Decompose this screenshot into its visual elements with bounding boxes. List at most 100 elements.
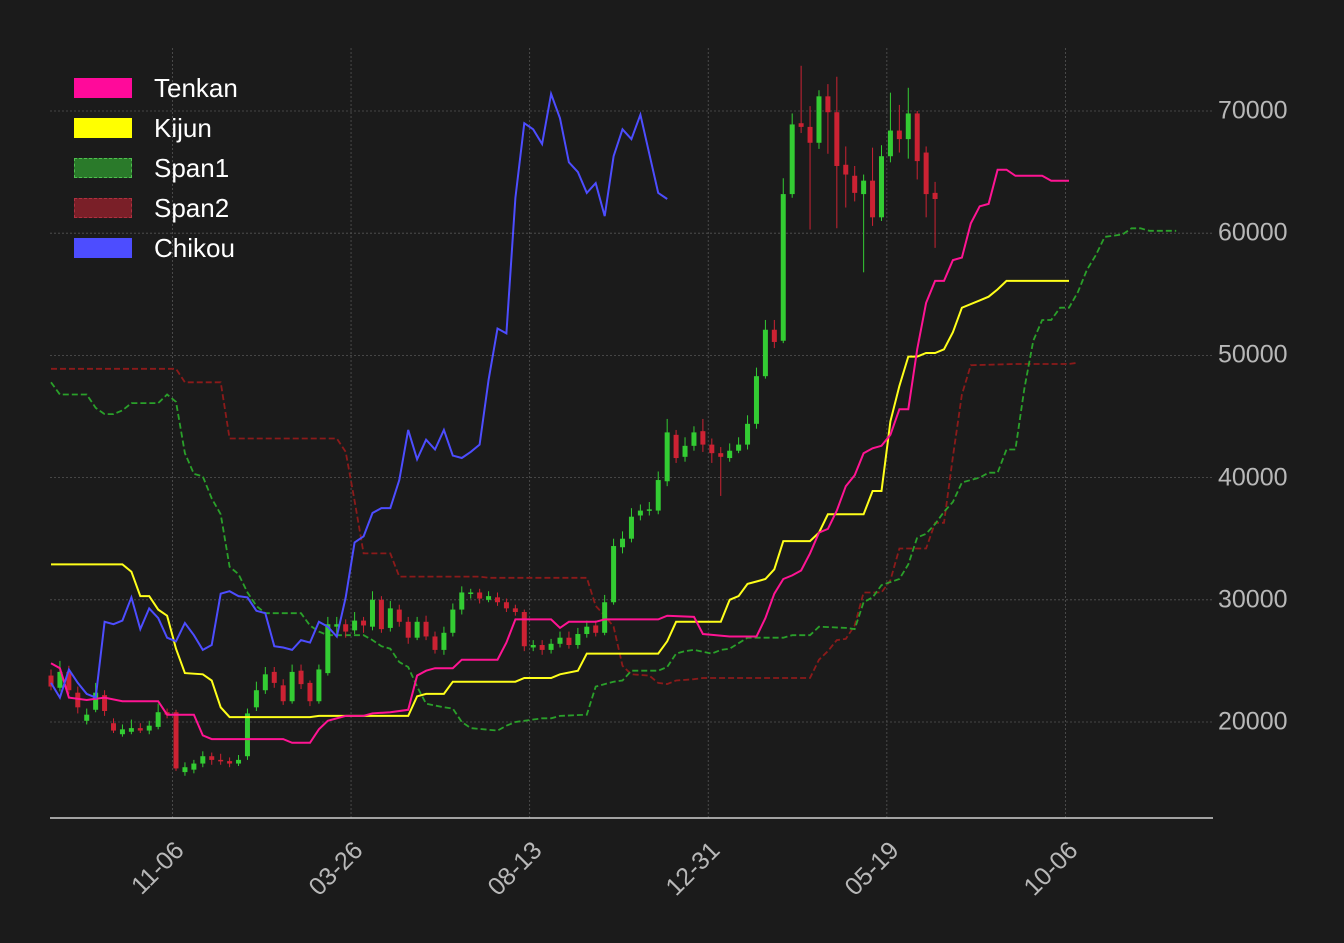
candle xyxy=(798,65,804,133)
candle-body xyxy=(93,692,99,710)
candle-body xyxy=(584,626,590,635)
candle-body xyxy=(628,516,634,539)
legend-label-span1: Span1 xyxy=(154,152,230,183)
candle xyxy=(566,631,572,649)
candle-body xyxy=(253,690,259,708)
legend-swatch-span1 xyxy=(74,158,132,178)
candle xyxy=(182,762,188,776)
legend-item-span1: Span1 xyxy=(74,148,238,188)
candle-body xyxy=(870,180,876,218)
candle xyxy=(745,415,751,450)
candle xyxy=(378,596,384,633)
candle xyxy=(477,588,483,604)
candle-body xyxy=(843,164,849,175)
candle-body xyxy=(361,620,367,626)
candle xyxy=(495,592,500,606)
candle-body xyxy=(646,509,652,511)
candle-body xyxy=(343,624,349,632)
candle xyxy=(173,709,179,771)
candle-body xyxy=(119,729,125,735)
candle-body xyxy=(244,713,250,757)
candle-body xyxy=(227,761,233,764)
legend-label-kijun: Kijun xyxy=(154,112,212,143)
candle xyxy=(253,681,259,712)
candle-body xyxy=(316,669,322,702)
candle-body xyxy=(932,192,938,199)
candle-body xyxy=(450,609,456,633)
candle xyxy=(414,616,420,641)
candle xyxy=(816,90,822,149)
candle xyxy=(512,604,518,616)
candle-body xyxy=(387,608,393,628)
candle xyxy=(548,638,554,654)
candle-body xyxy=(236,759,242,764)
candle-body xyxy=(423,621,429,637)
candle-body xyxy=(548,643,554,650)
candle-body xyxy=(405,621,411,638)
candle-body xyxy=(691,432,697,446)
candle-body xyxy=(771,329,777,342)
candle-body xyxy=(262,674,268,691)
candle xyxy=(271,667,277,688)
candle-body xyxy=(218,759,224,762)
candle xyxy=(387,601,393,632)
candle xyxy=(57,660,63,692)
candle-body xyxy=(905,113,911,140)
candle-body xyxy=(861,180,867,195)
candle-body xyxy=(334,624,340,627)
candle-body xyxy=(84,714,90,721)
candle xyxy=(262,667,268,694)
candle xyxy=(682,437,688,462)
candle xyxy=(611,538,617,605)
span1-line xyxy=(50,227,1177,732)
candle xyxy=(530,640,536,652)
candle xyxy=(111,718,117,733)
candle-body xyxy=(441,632,447,650)
candle xyxy=(664,418,670,487)
candle xyxy=(932,181,938,248)
y-tick-label: 70000 xyxy=(1218,96,1288,125)
candle-body xyxy=(396,609,402,622)
candle xyxy=(727,443,733,462)
indicator-lines xyxy=(50,90,1069,744)
candle xyxy=(655,471,661,515)
span2-line xyxy=(51,361,1079,686)
candle-body xyxy=(852,175,858,193)
candle xyxy=(343,619,349,638)
y-tick-label: 40000 xyxy=(1218,463,1288,492)
candle xyxy=(780,178,786,344)
legend-swatch-kijun xyxy=(74,118,132,138)
candle-body xyxy=(182,767,188,773)
legend-item-span2: Span2 xyxy=(74,188,238,228)
candle-body xyxy=(896,130,902,140)
candle-body xyxy=(137,728,143,731)
candles xyxy=(48,65,938,776)
candle xyxy=(557,631,563,648)
candle xyxy=(539,640,545,655)
candle-body xyxy=(727,450,733,459)
chikou-line xyxy=(50,90,668,700)
candle-body xyxy=(887,130,893,157)
candle xyxy=(861,174,867,273)
candle-body xyxy=(798,123,804,127)
candle-body xyxy=(816,96,822,143)
candle xyxy=(200,751,206,768)
candle xyxy=(316,664,322,704)
candle xyxy=(620,531,626,554)
legend-label-chikou: Chikou xyxy=(154,232,235,263)
candle xyxy=(48,669,54,691)
legend-swatch-tenkan xyxy=(74,78,132,98)
candle-body xyxy=(878,156,884,218)
candle xyxy=(593,620,599,637)
candle xyxy=(834,76,840,229)
candle-body xyxy=(807,126,813,143)
candle-body xyxy=(486,596,492,600)
kijun-line xyxy=(51,279,1069,719)
y-tick-label: 20000 xyxy=(1218,707,1288,736)
candle-body xyxy=(369,599,375,627)
candle xyxy=(914,111,920,180)
candle xyxy=(870,147,876,226)
cloud-spans xyxy=(50,227,1177,732)
candle xyxy=(236,754,242,766)
candle-body xyxy=(111,723,117,731)
